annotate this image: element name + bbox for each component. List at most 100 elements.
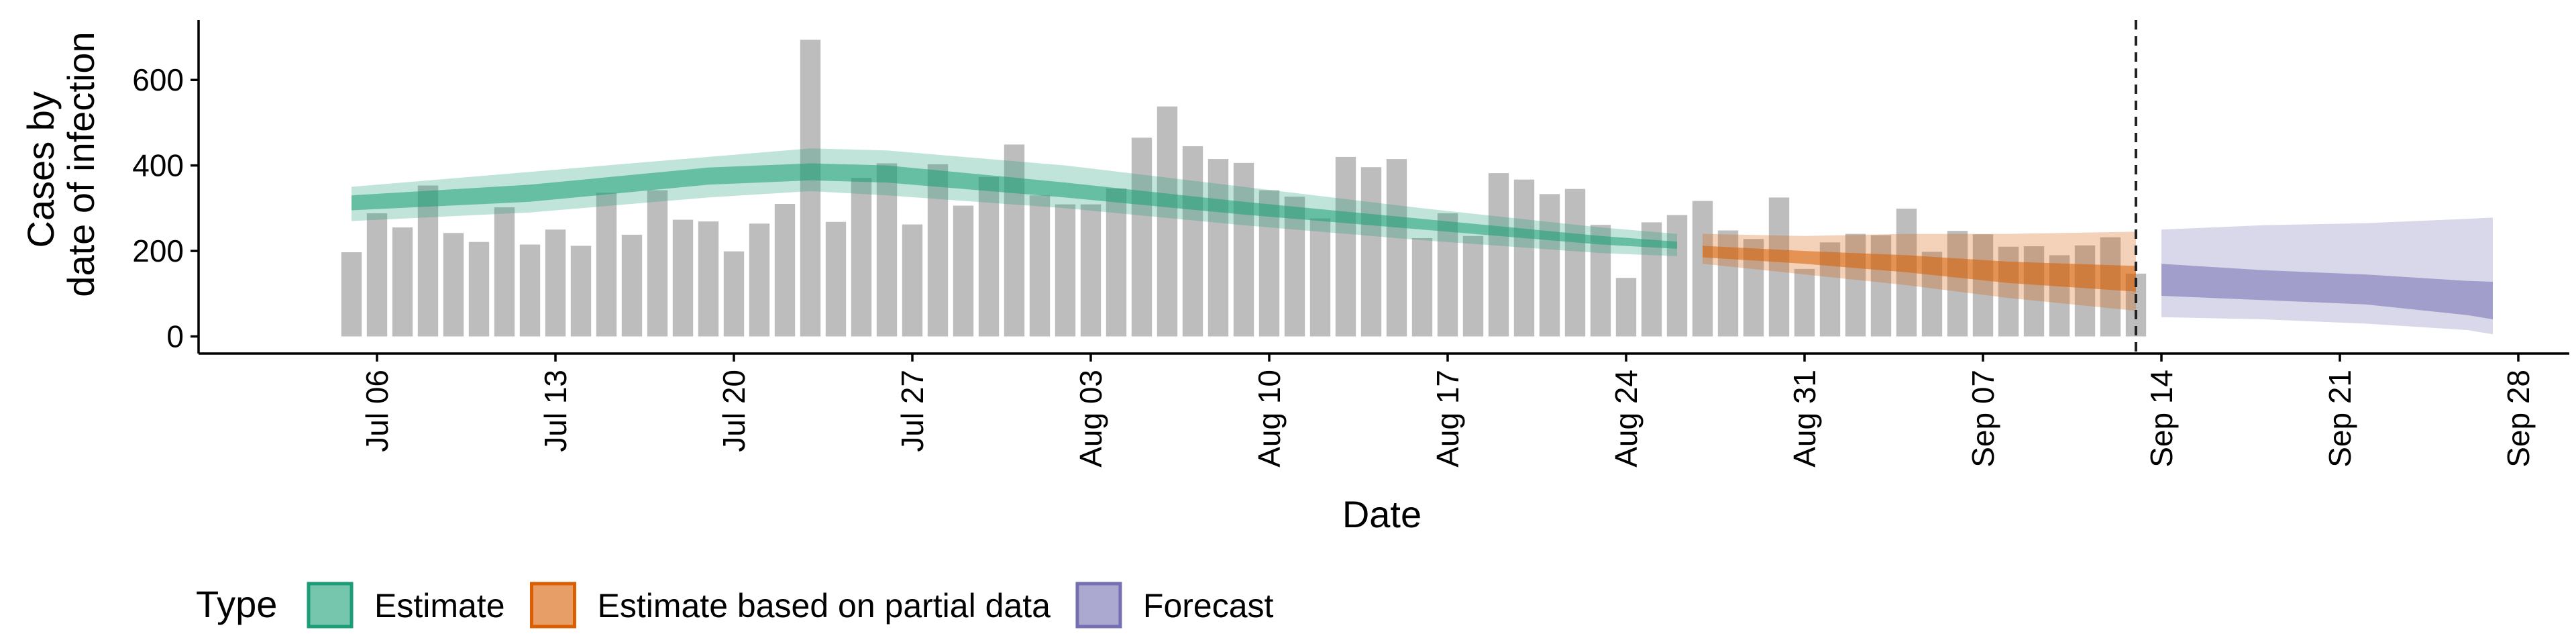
y-axis-title-line-1: Cases by bbox=[19, 91, 62, 248]
case-bar bbox=[443, 233, 464, 337]
case-bar bbox=[621, 234, 643, 337]
case-bar bbox=[392, 227, 413, 337]
case-bar bbox=[1488, 173, 1509, 337]
case-bar bbox=[1972, 234, 1994, 337]
legend: Type Estimate Estimate based on partial d… bbox=[196, 582, 1274, 629]
x-tick-label: Aug 17 bbox=[1430, 370, 1465, 468]
x-tick-label: Aug 03 bbox=[1073, 370, 1108, 468]
case-bar bbox=[1208, 159, 1229, 337]
case-bar bbox=[902, 224, 923, 337]
case-bar bbox=[927, 164, 949, 337]
case-bar bbox=[1182, 146, 1203, 337]
case-bar bbox=[1768, 197, 1790, 337]
case-bar bbox=[698, 221, 719, 337]
case-bar bbox=[1539, 194, 1560, 337]
case-bar bbox=[1411, 237, 1433, 337]
y-tick-label: 600 bbox=[132, 62, 184, 97]
legend-swatch bbox=[530, 582, 577, 629]
case-bar bbox=[672, 219, 694, 337]
case-bar bbox=[366, 213, 388, 337]
case-bar bbox=[851, 178, 872, 337]
forecast-inner-band bbox=[2161, 264, 2493, 319]
case-bar bbox=[978, 176, 1000, 337]
x-tick-label: Sep 21 bbox=[2322, 370, 2357, 468]
x-tick-label: Jul 20 bbox=[716, 370, 751, 452]
legend-item: Forecast bbox=[1075, 582, 1274, 629]
case-bar bbox=[570, 246, 592, 337]
case-bar bbox=[519, 244, 541, 337]
case-bar bbox=[1794, 268, 1815, 337]
case-bar bbox=[1513, 179, 1535, 337]
case-bar bbox=[1870, 235, 1892, 337]
legend-item: Estimate based on partial data bbox=[530, 582, 1051, 629]
x-tick-label: Sep 14 bbox=[2144, 370, 2179, 468]
case-bar bbox=[1462, 235, 1484, 337]
legend-label: Forecast bbox=[1143, 587, 1274, 625]
case-bar bbox=[1615, 278, 1637, 337]
x-tick-label: Aug 24 bbox=[1609, 370, 1644, 468]
case-bar bbox=[417, 185, 439, 337]
x-tick-label: Sep 28 bbox=[2501, 370, 2536, 468]
case-bar bbox=[1131, 138, 1152, 337]
case-bar bbox=[1106, 189, 1127, 337]
case-bar bbox=[1157, 106, 1178, 337]
x-axis-title: Date bbox=[1342, 493, 1421, 535]
case-bar bbox=[953, 205, 974, 337]
case-bar bbox=[1080, 204, 1102, 337]
case-bar bbox=[545, 229, 566, 337]
estimate-inner-band bbox=[352, 163, 1677, 249]
case-bar bbox=[1437, 213, 1458, 337]
x-tick-label: Jul 13 bbox=[538, 370, 573, 452]
x-tick-label: Aug 10 bbox=[1252, 370, 1287, 468]
case-bar bbox=[749, 223, 770, 337]
y-tick-label: 0 bbox=[166, 319, 184, 354]
x-tick-label: Jul 27 bbox=[895, 370, 930, 452]
case-bar bbox=[1004, 144, 1025, 337]
case-bar bbox=[723, 251, 745, 337]
case-bar bbox=[1845, 233, 1866, 337]
legend-title: Type bbox=[196, 583, 277, 625]
case-bar bbox=[1386, 159, 1407, 337]
legend-swatch bbox=[307, 582, 354, 629]
y-axis-title-line-2: date of infection bbox=[60, 32, 102, 297]
legend-items: Estimate Estimate based on partial data Fo… bbox=[307, 582, 1274, 629]
bars-layer bbox=[341, 40, 2147, 337]
y-ticks: 0 200 400 600 bbox=[132, 62, 199, 354]
case-bar bbox=[876, 163, 898, 337]
case-bar bbox=[825, 221, 847, 337]
y-tick-label: 400 bbox=[132, 148, 184, 183]
case-bar bbox=[1564, 189, 1586, 337]
case-bar bbox=[1692, 201, 1713, 337]
ribbons-layer bbox=[352, 148, 2493, 335]
x-tick-label: Aug 31 bbox=[1787, 370, 1822, 468]
x-tick-label: Sep 07 bbox=[1966, 370, 2000, 468]
y-axis-title: Cases by date of infection bbox=[19, 32, 102, 297]
legend-item: Estimate bbox=[307, 582, 505, 629]
case-bar bbox=[1309, 218, 1331, 337]
x-ticks: Jul 06 Jul 13 Jul 20 Jul 27 Aug 03 Aug 10 Aug … bbox=[360, 354, 2536, 468]
legend-label: Estimate bbox=[374, 587, 505, 625]
case-bar bbox=[774, 203, 796, 337]
case-bar bbox=[596, 193, 617, 337]
case-bar bbox=[1055, 204, 1076, 337]
x-tick-label: Jul 06 bbox=[360, 370, 394, 452]
estimate-based-on-partial-data-inner-band bbox=[1703, 246, 2136, 292]
case-bar bbox=[1666, 215, 1688, 337]
axes: 0 200 400 600 Jul 06 Jul 13 Jul 20 Jul 27 Aug 0… bbox=[132, 20, 2569, 468]
case-bar bbox=[468, 241, 490, 337]
case-bar bbox=[341, 252, 362, 337]
y-tick-label: 200 bbox=[132, 233, 184, 268]
legend-label: Estimate based on partial data bbox=[598, 587, 1051, 625]
case-bar bbox=[647, 190, 668, 337]
case-bar bbox=[2074, 245, 2096, 337]
case-bar bbox=[1029, 195, 1051, 337]
case-bar bbox=[494, 207, 515, 337]
case-bar bbox=[1335, 156, 1356, 337]
case-bar bbox=[1284, 197, 1305, 337]
case-bar bbox=[800, 40, 821, 337]
case-bar bbox=[1233, 162, 1254, 337]
case-bar bbox=[1360, 167, 1382, 337]
case-bar bbox=[1947, 231, 1968, 337]
case-bar bbox=[2023, 246, 2045, 337]
